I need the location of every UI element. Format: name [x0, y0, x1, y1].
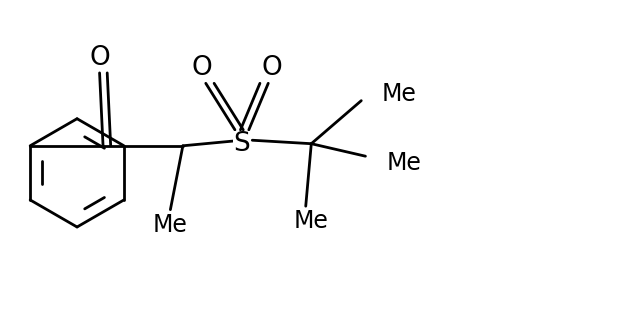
Text: O: O [89, 44, 110, 71]
Text: Me: Me [382, 82, 417, 106]
Text: Me: Me [294, 209, 329, 234]
Text: O: O [192, 55, 212, 81]
Text: Me: Me [387, 151, 421, 175]
Text: O: O [261, 55, 282, 81]
Text: Me: Me [153, 213, 188, 237]
Text: S: S [234, 131, 250, 157]
